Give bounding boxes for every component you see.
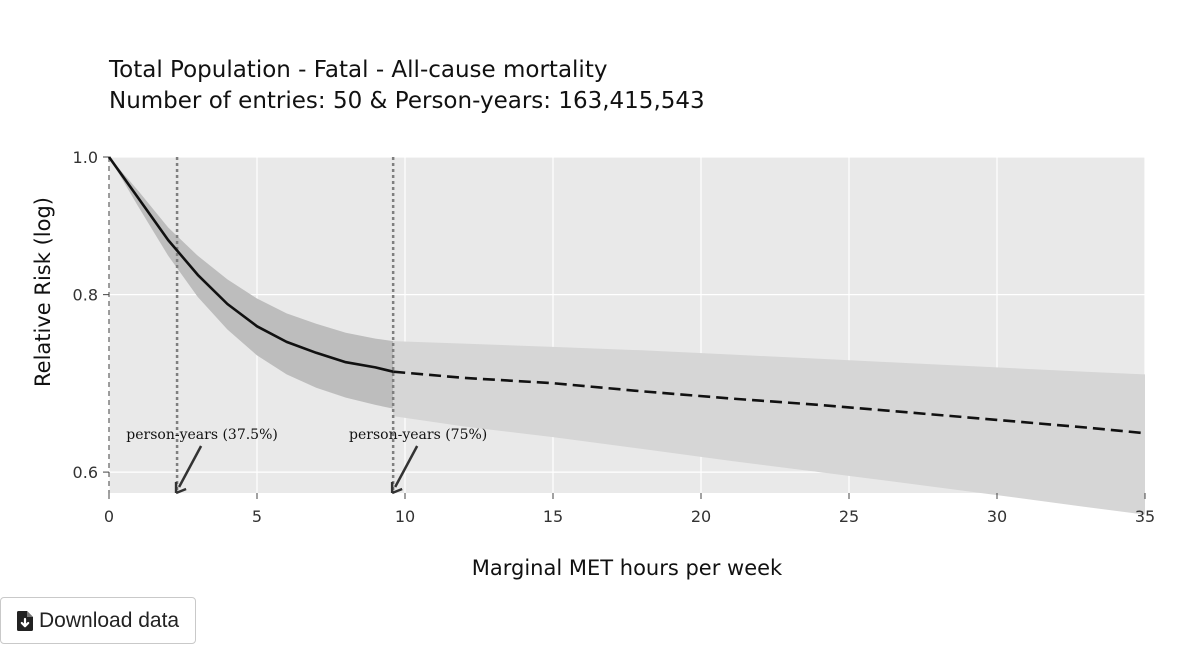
grid-lines <box>108 156 1146 493</box>
y-axis-label: Relative Risk (log) <box>31 197 55 387</box>
series-lines <box>107 156 1146 435</box>
y-tick-label: 0.6 <box>73 463 98 482</box>
x-axis-label: Marginal MET hours per week <box>472 556 783 580</box>
confidence-band-1 <box>109 157 394 409</box>
x-tick-label: 30 <box>987 507 1007 526</box>
x-tick-label: 5 <box>252 507 262 526</box>
annotation-arrowhead <box>174 482 187 495</box>
y-tick-label: 1.0 <box>73 148 98 167</box>
x-tick-label: 25 <box>839 507 859 526</box>
x-tick-label: 35 <box>1135 507 1155 526</box>
reference-lines <box>108 157 395 493</box>
x-tick-label: 20 <box>691 507 711 526</box>
annotation-arrow <box>394 445 419 488</box>
annotation-label: person-years (37.5%) <box>126 427 278 443</box>
download-data-button[interactable]: Download data <box>0 597 196 644</box>
series-line-1 <box>107 156 394 373</box>
file-download-icon <box>17 610 33 631</box>
annotation-arrowhead <box>390 482 403 495</box>
chart-subtitle: Number of entries: 50 & Person-years: 16… <box>109 88 705 114</box>
x-tick-label: 10 <box>395 507 415 526</box>
chart: Total Population - Fatal - All-cause mor… <box>31 57 1155 580</box>
annotation-arrow <box>177 445 203 488</box>
y-tick-label: 0.8 <box>73 286 98 305</box>
x-axis-ticks: 0 5 10 15 20 25 30 35 <box>104 493 1155 526</box>
annotations: person-years (37.5%) person-years (75%) <box>126 427 487 495</box>
download-data-label: Download data <box>39 608 180 632</box>
y-axis-ticks: 0.6 0.8 1.0 <box>73 148 109 482</box>
x-tick-label: 15 <box>543 507 563 526</box>
annotation-label: person-years (75%) <box>349 427 487 443</box>
chart-title: Total Population - Fatal - All-cause mor… <box>108 57 607 83</box>
series-line-2 <box>393 370 1146 435</box>
x-tick-label: 0 <box>104 507 114 526</box>
